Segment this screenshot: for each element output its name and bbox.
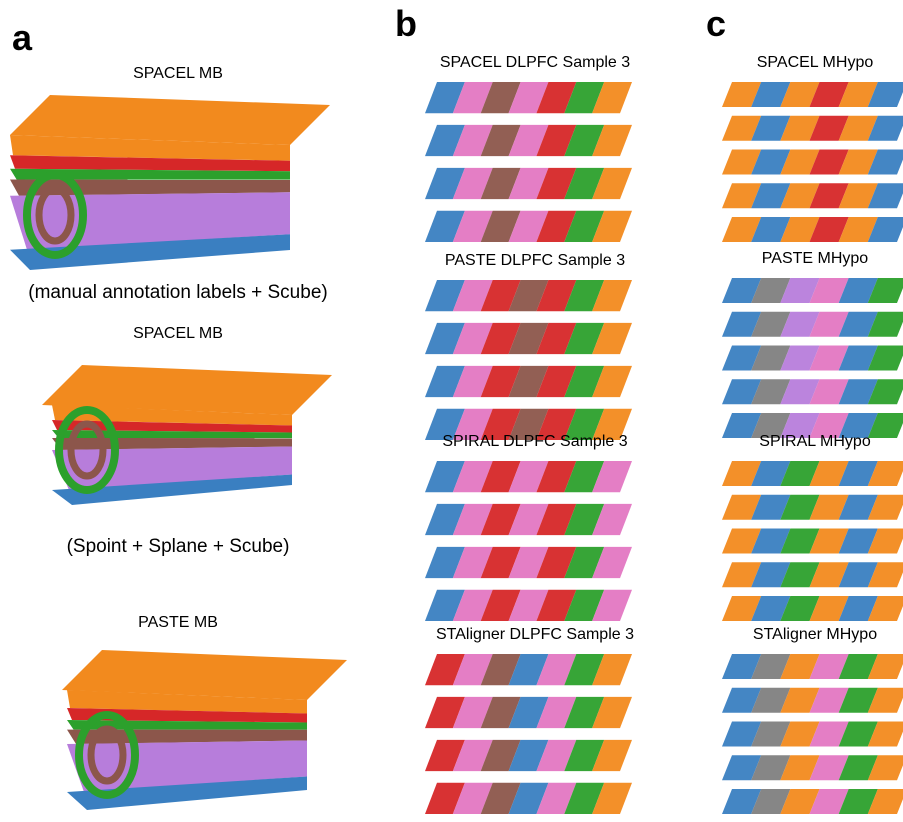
item-title: SPACEL MHypo — [757, 54, 874, 71]
slice-stack — [722, 461, 903, 621]
tissue-block — [42, 365, 332, 505]
slice-stack — [722, 654, 903, 814]
tissue-block — [62, 650, 347, 810]
panel-label: a — [12, 17, 33, 58]
slice-stack — [722, 278, 903, 438]
item-title: PASTE MHypo — [762, 250, 869, 267]
item-title: PASTE DLPFC Sample 3 — [445, 252, 625, 269]
item-title: PASTE MB — [138, 614, 218, 631]
slice-stack — [722, 82, 903, 242]
figure: a b c SPACEL MB (manual annotation labels + … — [0, 0, 903, 822]
item-title: SPACEL DLPFC Sample 3 — [440, 54, 630, 71]
slice-stack — [425, 82, 632, 242]
item-title: STAligner MHypo — [753, 626, 877, 643]
slice-stack — [425, 461, 632, 621]
panel-label: c — [706, 3, 726, 44]
item-caption: (manual annotation labels + Scube) — [28, 282, 327, 303]
panel-label: b — [395, 3, 417, 44]
item-title: STAligner DLPFC Sample 3 — [436, 626, 634, 643]
slice-stack — [425, 654, 632, 814]
tissue-block — [10, 95, 330, 270]
item-title: SPACEL MB — [133, 65, 223, 82]
item-title: SPIRAL MHypo — [759, 433, 871, 450]
item-title: SPIRAL DLPFC Sample 3 — [442, 433, 627, 450]
item-title: SPACEL MB — [133, 325, 223, 342]
slice-stack — [425, 280, 632, 440]
item-caption: (Spoint + Splane + Scube) — [67, 536, 290, 557]
